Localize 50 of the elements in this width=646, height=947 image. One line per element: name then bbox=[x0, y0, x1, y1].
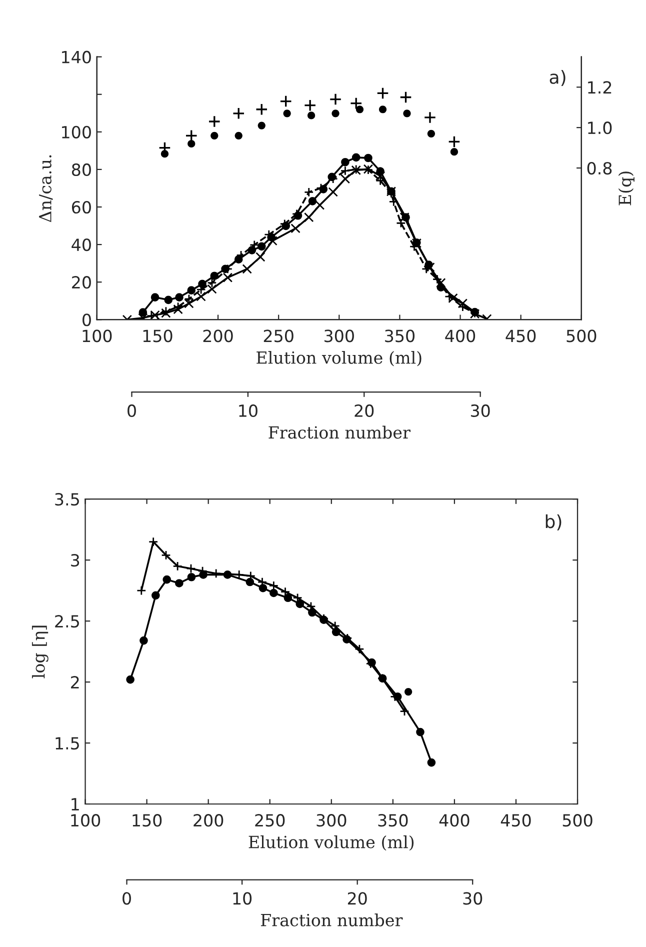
x-tick-label: 450 bbox=[500, 814, 531, 827]
y-tick-label: 140 bbox=[62, 50, 91, 64]
x2-tick-label: 0 bbox=[122, 892, 131, 905]
y-tick-label: 40 bbox=[72, 238, 91, 252]
x-axis-title: Elution volume (ml) bbox=[248, 835, 414, 851]
x-tick-label: 300 bbox=[324, 330, 354, 342]
x2-tick-label: 20 bbox=[354, 404, 374, 418]
y2-tick-label: 1.0 bbox=[588, 122, 612, 134]
x-tick-label: 150 bbox=[132, 814, 162, 827]
x-tick-label: 400 bbox=[445, 330, 476, 342]
x2-tick-label: 30 bbox=[470, 404, 490, 418]
x-tick-label: 350 bbox=[385, 330, 415, 342]
x-tick-label: 250 bbox=[255, 814, 285, 827]
y-axis-title: log [η] bbox=[32, 626, 48, 678]
y2-axis-title: E(q) bbox=[618, 172, 634, 206]
x-tick-label: 250 bbox=[264, 330, 294, 342]
x-tick-label: 450 bbox=[506, 330, 536, 342]
x2-tick-label: 20 bbox=[348, 892, 367, 905]
y-tick-label: 100 bbox=[62, 126, 91, 138]
y-axis-title: Δn/ca.u. bbox=[39, 155, 53, 222]
y-tick-label: 60 bbox=[72, 200, 91, 214]
y2-tick-label: 1.2 bbox=[588, 81, 612, 94]
y-tick-label: 80 bbox=[72, 163, 91, 176]
y-tick-label: 0 bbox=[82, 314, 91, 326]
x-tick-label: 300 bbox=[316, 814, 346, 827]
y-tick-label: 1 bbox=[72, 798, 79, 810]
x-tick-label: 500 bbox=[562, 814, 592, 827]
y-tick-label: 20 bbox=[72, 276, 91, 289]
annotation: b) bbox=[546, 514, 562, 530]
x-tick-label: 400 bbox=[439, 814, 470, 827]
y-tick-label: 3.5 bbox=[55, 493, 79, 506]
x-tick-label: 100 bbox=[82, 330, 112, 342]
y-tick-label: 2 bbox=[71, 676, 79, 688]
annotation: a) bbox=[550, 70, 566, 86]
x-tick-label: 200 bbox=[203, 330, 233, 342]
x2-tick-label: 0 bbox=[128, 404, 136, 418]
x-tick-label: 350 bbox=[378, 814, 408, 827]
x2-tick-label: 30 bbox=[463, 892, 482, 905]
x-axis-title: Elution volume (ml) bbox=[256, 351, 422, 366]
y2-tick-label: 0.8 bbox=[587, 162, 612, 175]
x-tick-label: 150 bbox=[143, 330, 172, 342]
x2-axis-title: Fraction number bbox=[268, 426, 410, 439]
y-tick-label: 1.5 bbox=[56, 737, 79, 750]
x2-axis-title: Fraction number bbox=[260, 914, 403, 926]
x2-tick-label: 10 bbox=[233, 892, 252, 905]
y-tick-label: 3 bbox=[71, 554, 80, 567]
y-tick-label: 2.5 bbox=[55, 615, 79, 628]
x-tick-label: 200 bbox=[194, 814, 224, 827]
x-tick-label: 500 bbox=[566, 330, 596, 342]
x2-tick-label: 10 bbox=[239, 404, 258, 418]
